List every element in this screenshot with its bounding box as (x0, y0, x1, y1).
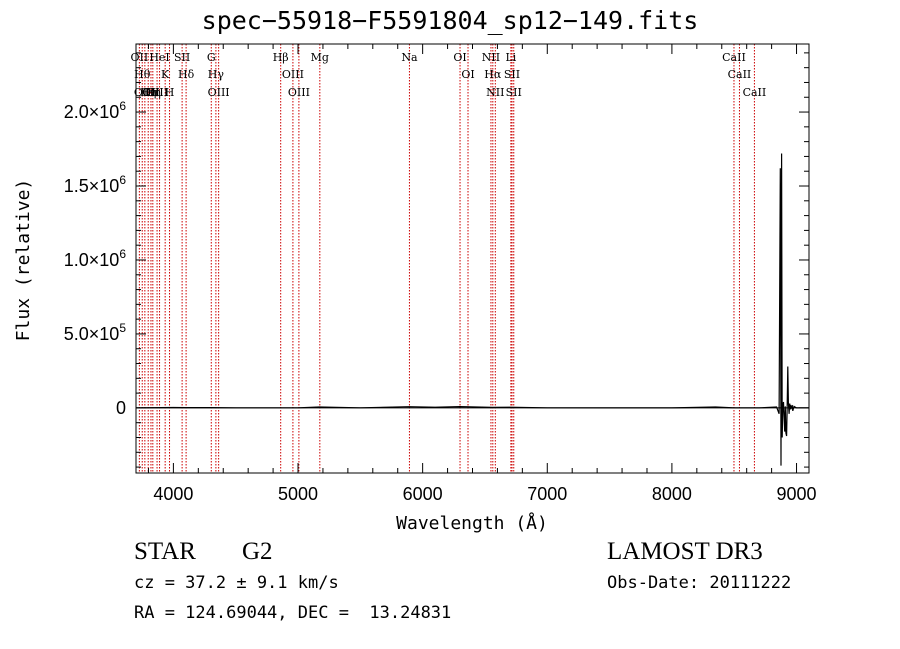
x-tick-label-5: 9000 (777, 484, 817, 504)
x-axis-ticks: 4000 5000 6000 7000 8000 9000 (147, 44, 817, 504)
spectral-line-label-28: CaII (722, 51, 746, 64)
spectral-line-label-6: OIII (146, 86, 168, 99)
object-class: STAR (134, 538, 196, 565)
spectral-line-label-20: OI (453, 51, 466, 64)
plot-frame (135, 43, 810, 474)
spectral-line-label-10: SII (174, 51, 190, 64)
x-tick-label-4: 8000 (652, 484, 692, 504)
spectrum-series-group (135, 153, 809, 466)
observation-date: Obs-Date: 20111222 (607, 573, 792, 593)
spectral-line-label-18: Mg (311, 51, 329, 64)
spectral-line-label-29: CaII (728, 68, 752, 81)
spectral-line-label-15: Hβ (273, 51, 289, 64)
spectral-line-label-19: Na (401, 51, 418, 64)
object-subclass: G2 (242, 538, 273, 565)
spectral-line-label-16: OIII (282, 68, 304, 81)
spectral-line-label-12: G (207, 51, 216, 64)
spectral-line-label-3: Hη (140, 86, 156, 99)
x-tick-label-1: 5000 (278, 484, 318, 504)
spectral-line-label-13: Hγ (208, 68, 225, 81)
y-tick-label-3: 1.5×106 (64, 173, 127, 196)
spectral-line-labels: OIIHθOIIIHηOIIHηOIIIHeIKHSIIHδGHγOIIIHβO… (131, 51, 767, 99)
ra-dec: RA = 124.69044, DEC = 13.24831 (134, 603, 452, 623)
y-tick-label-2: 1.0×106 (64, 247, 127, 270)
survey-name: LAMOST DR3 (607, 538, 763, 565)
spectral-line-label-27: SII (506, 86, 522, 99)
redshift-cz: cz = 37.2 ± 9.1 km/s (134, 573, 339, 593)
spectral-line-label-23: Hα (484, 68, 502, 81)
y-tick-label-0: 0 (116, 398, 126, 418)
spectrum-series-0 (135, 153, 809, 466)
spectral-line-label-30: CaII (743, 86, 767, 99)
spectral-line-label-22: NII (482, 51, 500, 64)
spectral-line-label-14: OIII (208, 86, 230, 99)
spectral-line-label-1: Hθ (134, 68, 151, 81)
spectral-line-label-0: OII (131, 51, 149, 64)
chart-title: spec−55918−F5591804_sp12−149.fits (201, 6, 699, 35)
spectral-line-label-5: Hη (145, 86, 161, 99)
y-tick-label-1: 5.0×105 (64, 321, 127, 344)
spectral-line-label-25: Li (505, 51, 516, 64)
x-tick-label-2: 6000 (403, 484, 443, 504)
spectral-line-label-4: OII (142, 86, 160, 99)
x-tick-label-0: 4000 (153, 484, 193, 504)
spectral-line-markers (138, 44, 755, 473)
x-axis-label: Wavelength (Å) (396, 512, 548, 534)
y-axis-ticks: 0 5.0×105 1.0×106 1.5×106 2.0×106 (64, 52, 809, 468)
x-tick-label-3: 7000 (527, 484, 567, 504)
y-tick-label-4: 2.0×106 (64, 99, 127, 122)
spectral-line-label-11: Hδ (178, 68, 195, 81)
spectral-line-label-24: NII (486, 86, 504, 99)
y-axis-label: Flux (relative) (13, 179, 34, 342)
spectral-line-label-21: OI (461, 68, 474, 81)
spectral-line-label-2: OIII (134, 86, 156, 99)
spectral-line-label-9: H (165, 86, 175, 99)
spectral-line-label-17: OIII (288, 86, 310, 99)
spectral-line-label-26: SII (504, 68, 520, 81)
spectral-line-label-8: K (161, 68, 170, 81)
spectral-line-label-7: HeI (149, 51, 169, 64)
